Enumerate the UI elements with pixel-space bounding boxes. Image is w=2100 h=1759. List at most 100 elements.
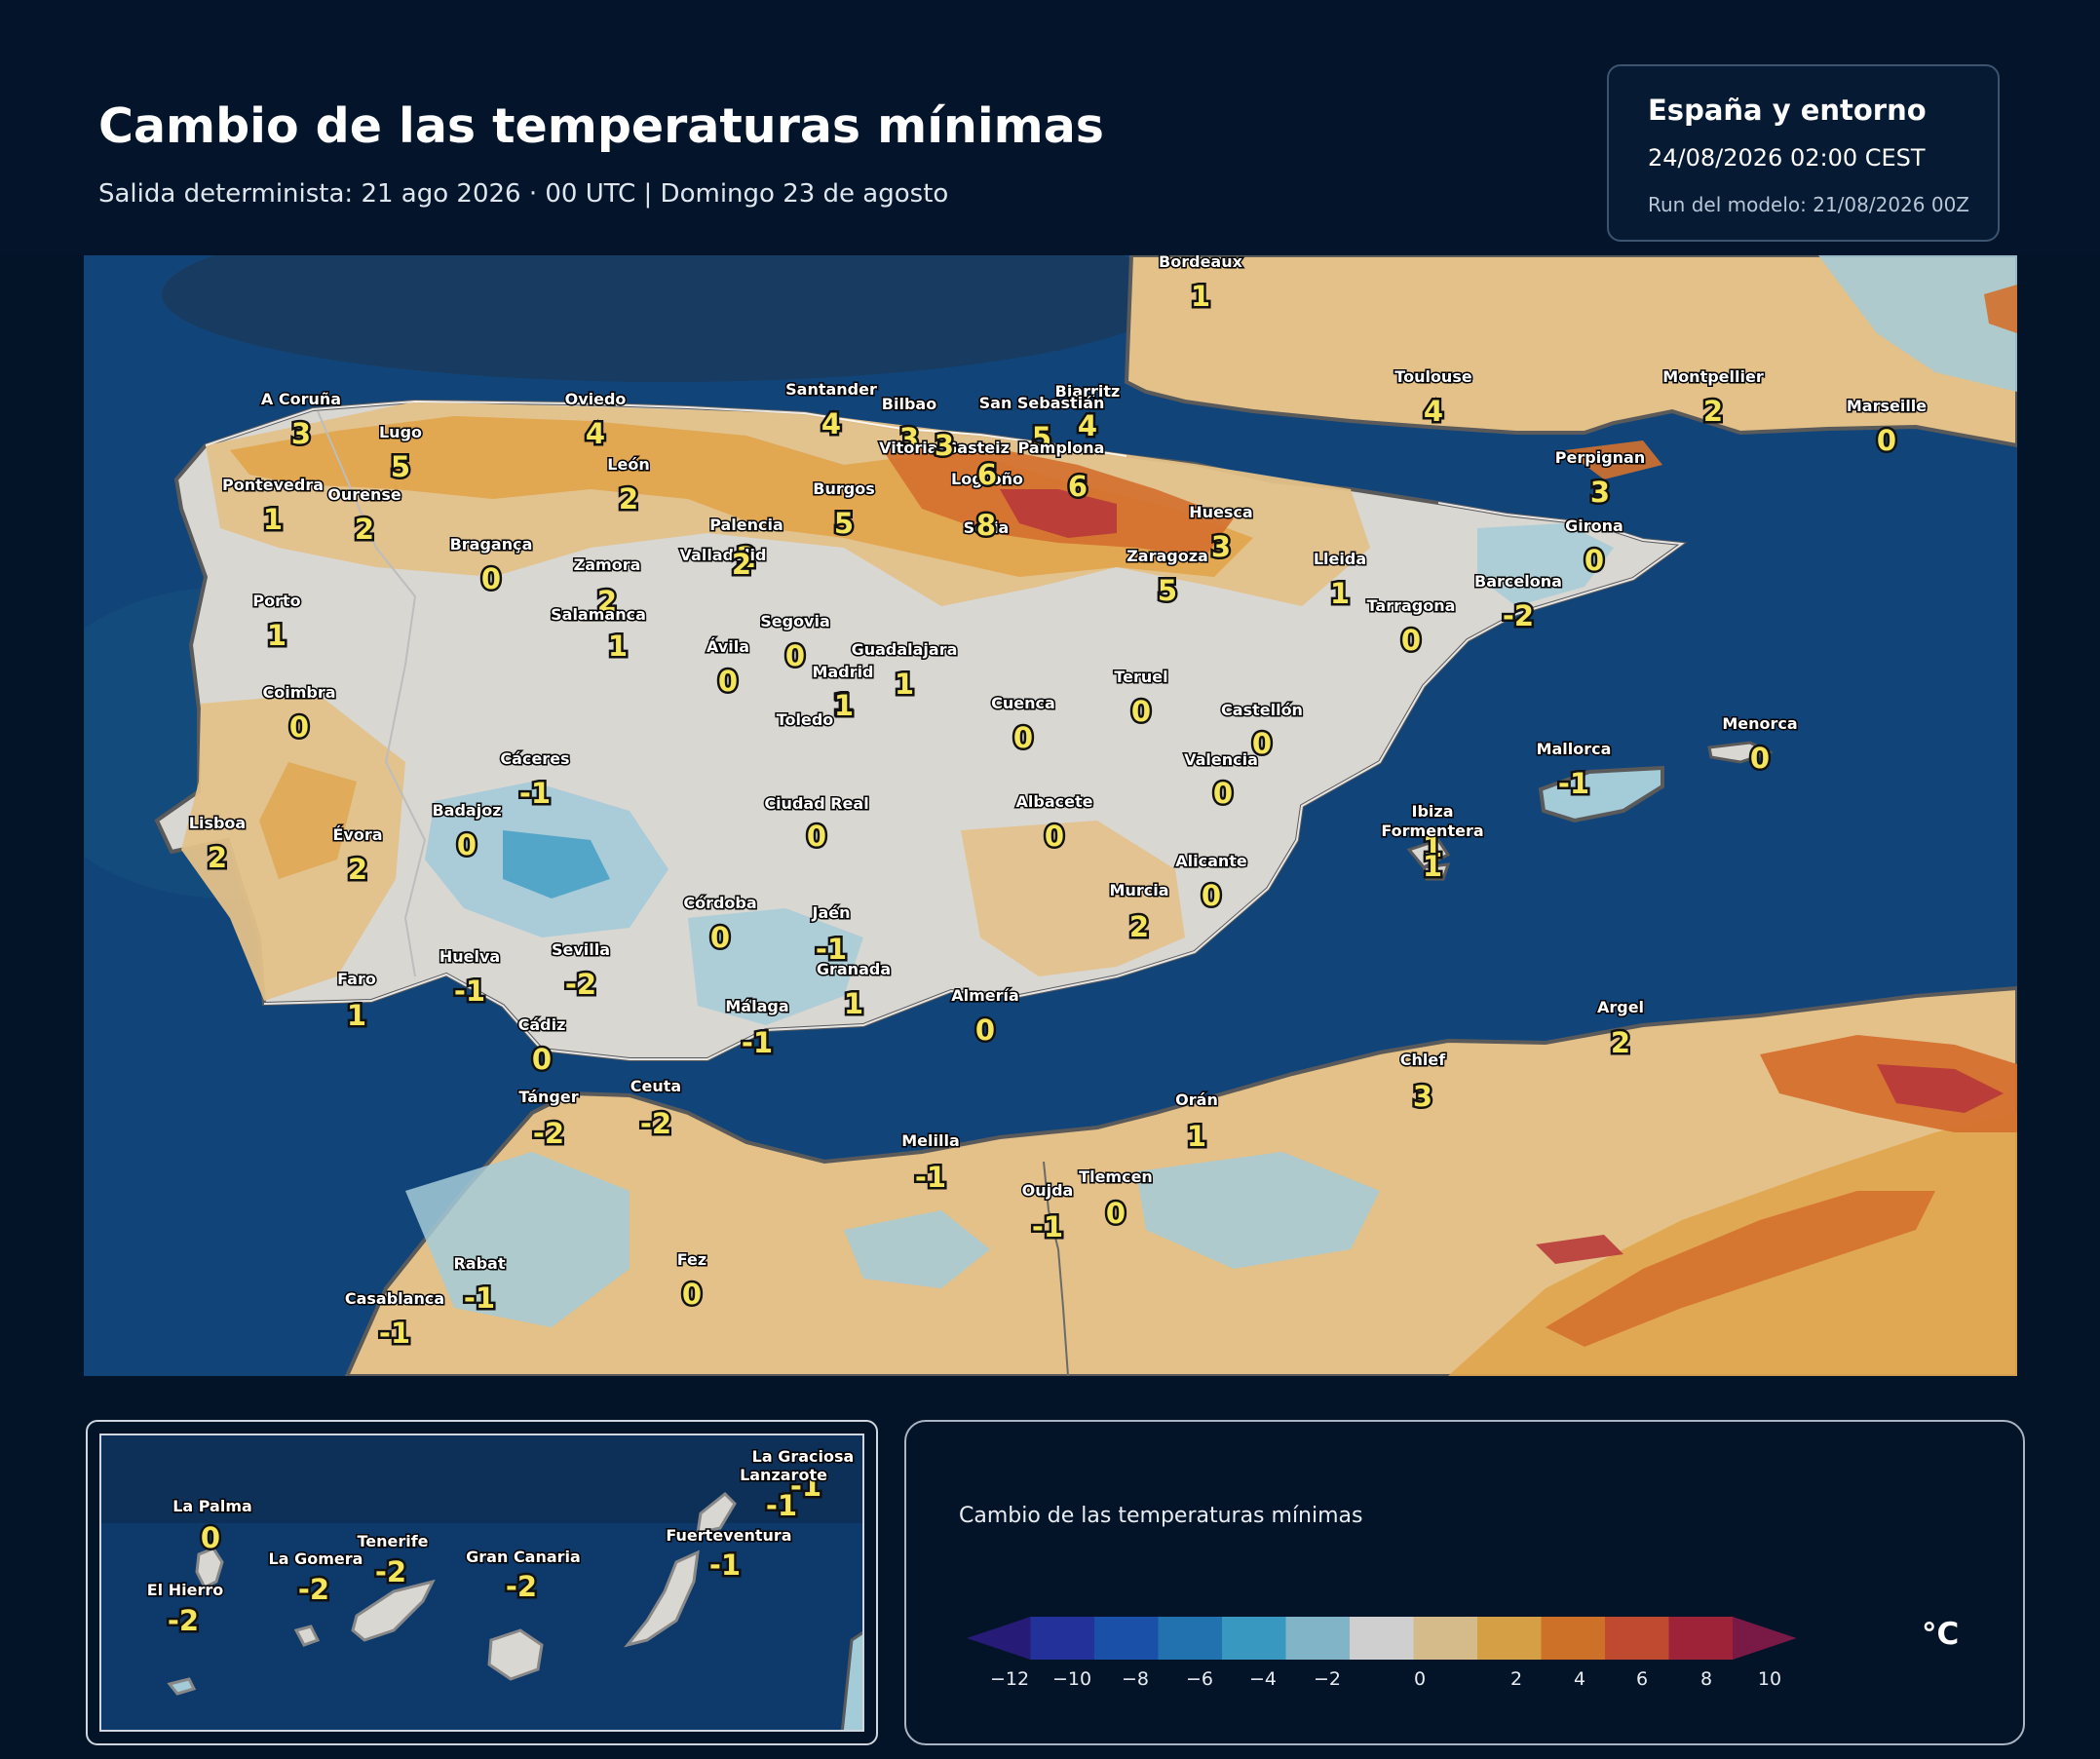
- info-box: España y entorno 24/08/2026 02:00 CEST R…: [1607, 64, 2000, 242]
- island-name-label: La Gomera: [269, 1549, 363, 1568]
- city-name-label: Huesca: [1189, 503, 1252, 521]
- city-value-label: 0: [1401, 624, 1421, 657]
- city-value-label: 5: [1032, 421, 1051, 454]
- colorbar-tick-label: 2: [1510, 1668, 1522, 1690]
- city-value-label: 3: [1211, 530, 1231, 563]
- city-value-label: 0: [1131, 695, 1151, 728]
- city-value-label: 2: [355, 513, 374, 546]
- africa-coast-inset: [840, 1630, 862, 1730]
- warm-zone: [1984, 285, 2017, 333]
- city-name-label: Zaragoza: [1126, 547, 1208, 565]
- city-name-label: Tánger: [518, 1088, 578, 1106]
- france-landmass: [1124, 255, 2017, 448]
- city-value-label: 0: [1877, 424, 1896, 457]
- city-value-label: 5: [1158, 574, 1177, 607]
- city-name-label: Argel: [1597, 998, 1644, 1016]
- city-value-label: 1: [608, 630, 628, 663]
- colorbar-tick-label: 12: [1821, 1668, 1822, 1690]
- city-name-label: Toulouse: [1394, 367, 1472, 386]
- city-name-label: Toledo: [777, 710, 834, 729]
- cool-zone: [1136, 1152, 1380, 1269]
- inset-map: La Graciosa -1 Lanzarote -1 La Palma 0 Tenerif…: [99, 1434, 864, 1732]
- city-value-label: 1: [1191, 280, 1210, 313]
- city-labels: Bordeaux 1 A Coruña 3 Lugo 5 Oviedo 4 Santander 4…: [187, 255, 1928, 1353]
- city-name-label: Pontevedra: [222, 476, 324, 494]
- city-name-label: Bilbao: [882, 395, 936, 413]
- main-map[interactable]: Bordeaux 1 A Coruña 3 Lugo 5 Oviedo 4 Santander 4…: [84, 255, 2017, 1376]
- city-name-label: León: [607, 455, 649, 474]
- colorbar-segment: [1350, 1617, 1414, 1660]
- city-name-label: Ciudad Real: [764, 794, 868, 813]
- island-value-label: 0: [201, 1521, 220, 1554]
- city-value-label: 1: [1423, 830, 1442, 863]
- city-name-label: Tlemcen: [1079, 1167, 1153, 1186]
- city-name-label: Tarragona: [1367, 596, 1456, 615]
- page-title: Cambio de las temperaturas mínimas: [98, 98, 1104, 154]
- city-name-label: Vitoria-Gasteiz: [879, 439, 1010, 457]
- island-value-label: -2: [506, 1570, 537, 1603]
- ibiza-island: [1406, 838, 1451, 869]
- city-value-label: 0: [1202, 879, 1221, 912]
- warm-zone: [1546, 1191, 1935, 1347]
- city-name-label: Fez: [677, 1250, 706, 1269]
- colorbar-tick-label: 8: [1700, 1668, 1712, 1690]
- coastline: [205, 400, 1685, 1060]
- cool-zone: [844, 1210, 990, 1288]
- city-name-label: Porto: [252, 592, 300, 610]
- colorbar-tick-label: −8: [1122, 1668, 1149, 1690]
- city-name-label: Lugo: [379, 423, 422, 441]
- city-value-label: 0: [1013, 721, 1033, 754]
- city-value-label: 0: [710, 921, 730, 954]
- city-name-label: Murcia: [1110, 881, 1169, 899]
- city-name-label: Coimbra: [262, 683, 335, 702]
- city-name-label: Sevilla: [552, 940, 610, 959]
- island-value-label: -2: [375, 1555, 406, 1588]
- city-value-label: -1: [1558, 767, 1589, 800]
- colorbar-segment: [1733, 1617, 1797, 1660]
- island-name-label: La Palma: [172, 1497, 252, 1515]
- colorbar-segment: [1605, 1617, 1669, 1660]
- warm-zone: [230, 416, 1253, 577]
- colorbar-segment: [1413, 1617, 1478, 1660]
- colorbar-segment: [1541, 1617, 1606, 1660]
- city-name-label: Málaga: [725, 997, 788, 1015]
- colorbar-tick-label: 4: [1574, 1668, 1585, 1690]
- city-value-label: 4: [821, 407, 841, 440]
- colorbar-segment: [1030, 1617, 1095, 1660]
- canary-islands-inset[interactable]: La Graciosa -1 Lanzarote -1 La Palma 0 Tenerif…: [86, 1420, 878, 1745]
- city-value-label: 1: [263, 503, 283, 536]
- city-value-label: 2: [1129, 910, 1149, 943]
- city-value-label: 2: [208, 841, 227, 874]
- city-name-label: Lleida: [1314, 550, 1366, 568]
- city-name-label: Segovia: [760, 612, 830, 631]
- city-name-label: Soria: [964, 518, 1010, 537]
- city-name-label: Ourense: [327, 485, 401, 504]
- colorbar-tick-label: 6: [1636, 1668, 1648, 1690]
- city-name-label: Mallorca: [1537, 740, 1612, 758]
- colorbar: −12 −10 −8 −6 −4 −2 0 2 4 6 8 10 12: [967, 1617, 1822, 1690]
- la-gomera-island: [293, 1625, 321, 1647]
- info-region: España y entorno: [1648, 94, 1927, 127]
- city-value-label: 2: [597, 585, 617, 618]
- gran-canaria-island: [487, 1628, 544, 1681]
- city-value-label: 1: [833, 688, 853, 721]
- city-value-label: -2: [533, 1117, 564, 1150]
- city-name-label: Pamplona: [1018, 439, 1105, 457]
- city-value-label: -1: [464, 1281, 495, 1315]
- city-value-label: 0: [289, 710, 309, 744]
- cool-zone: [503, 830, 610, 899]
- city-value-label: 2: [737, 541, 756, 574]
- city-name-label: Cádiz: [518, 1015, 566, 1034]
- colorbar-ticks: −12 −10 −8 −6 −4 −2 0 2 4 6 8 10 12: [990, 1668, 1822, 1690]
- city-value-label: 4: [586, 417, 605, 450]
- island-name-label: Lanzarote: [740, 1466, 827, 1484]
- city-name-label: Orán: [1175, 1090, 1218, 1109]
- city-value-label: -1: [816, 933, 847, 966]
- lanzarote-island: [696, 1491, 737, 1535]
- city-name-label: Badajoz: [432, 801, 501, 820]
- info-run: Run del modelo: 21/08/2026 00Z: [1648, 193, 1970, 216]
- legend-panel: Cambio de las temperaturas mínimas −12 −1…: [904, 1420, 2025, 1745]
- city-value-label: 6: [977, 458, 997, 491]
- colorbar-tick-label: −2: [1314, 1668, 1341, 1690]
